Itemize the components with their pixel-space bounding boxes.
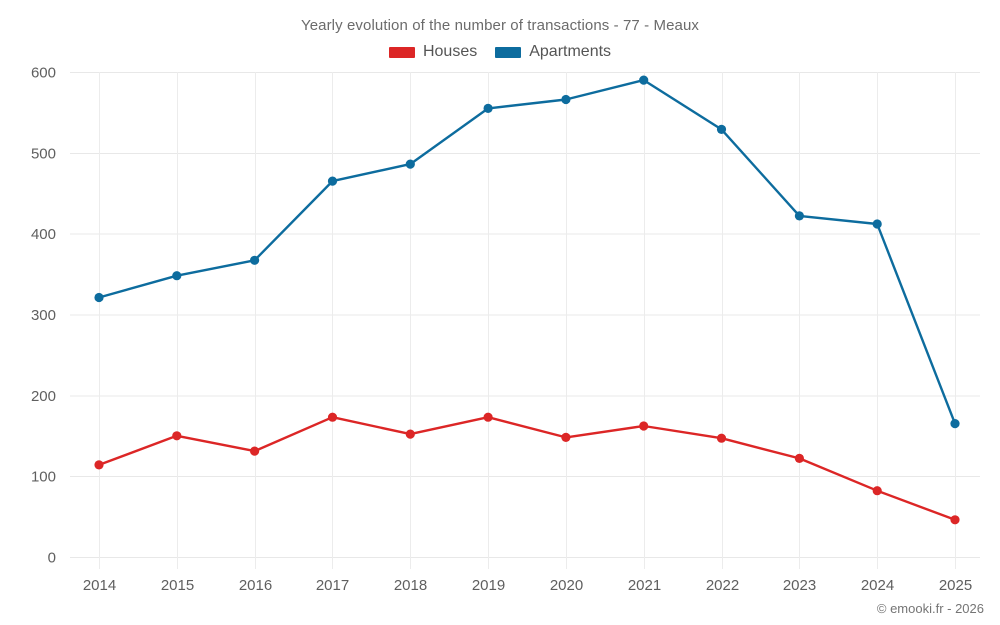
y-axis-tick-label: 200 — [31, 388, 56, 405]
data-point-houses-2024[interactable] — [872, 486, 882, 496]
series-apartments — [94, 75, 960, 429]
legend-label-houses: Houses — [422, 43, 478, 60]
footer-credit: © emooki.fr - 2026 — [876, 601, 984, 616]
x-axis-tick-label: 2021 — [628, 577, 661, 594]
chart-legend: Houses Apartments — [0, 44, 1000, 60]
data-point-houses-2019[interactable] — [483, 412, 493, 422]
data-point-apartments-2017[interactable] — [327, 176, 338, 186]
data-point-apartments-2024[interactable] — [872, 219, 882, 229]
x-axis-tick-label: 2014 — [83, 577, 116, 594]
x-axis-tick-label: 2024 — [861, 577, 894, 594]
x-axis-tick-label: 2018 — [394, 577, 427, 594]
x-axis-tick-label: 2017 — [316, 577, 349, 594]
x-axis-tick-label: 2019 — [472, 577, 505, 594]
x-axis-tick-label: 2022 — [706, 577, 739, 594]
y-axis-tick-label: 500 — [31, 145, 56, 162]
y-axis-tick-label: 400 — [31, 226, 56, 243]
y-axis-tick-label: 300 — [31, 307, 56, 324]
x-axis-tick-label: 2023 — [783, 577, 816, 594]
data-point-apartments-2025[interactable] — [950, 419, 960, 429]
chart-title: Yearly evolution of the number of transa… — [300, 17, 700, 34]
series-houses — [94, 412, 960, 525]
data-point-houses-2023[interactable] — [794, 453, 805, 463]
data-point-houses-2016[interactable] — [250, 446, 260, 456]
y-axis-tick-label: 100 — [31, 469, 56, 486]
legend-label-apartments: Apartments — [529, 43, 612, 60]
x-axis-tick-label: 2016 — [239, 577, 272, 594]
x-axis-tick-label: 2020 — [550, 577, 583, 594]
series-line-houses — [97, 416, 957, 521]
data-point-apartments-2018[interactable] — [405, 159, 415, 169]
data-point-apartments-2015[interactable] — [172, 271, 182, 281]
data-point-apartments-2020[interactable] — [561, 94, 571, 105]
data-point-houses-2021[interactable] — [639, 421, 649, 431]
data-point-apartments-2019[interactable] — [483, 103, 493, 113]
data-point-apartments-2021[interactable] — [639, 75, 649, 85]
legend-item-apartments[interactable]: Apartments — [495, 44, 611, 60]
data-point-apartments-2016[interactable] — [250, 255, 260, 265]
x-axis-tick-label: 2015 — [161, 577, 194, 594]
data-point-houses-2017[interactable] — [327, 412, 338, 422]
line-swatch-icon — [388, 46, 415, 58]
y-axis-tick-label: 0 — [48, 550, 56, 567]
data-point-houses-2025[interactable] — [950, 515, 960, 525]
data-point-houses-2018[interactable] — [405, 429, 415, 439]
y-axis-tick-label: 600 — [31, 65, 56, 82]
data-point-houses-2022[interactable] — [716, 433, 727, 443]
data-point-houses-2015[interactable] — [172, 431, 182, 441]
x-axis-tick-label: 2025 — [939, 577, 972, 594]
data-point-houses-2020[interactable] — [561, 432, 571, 442]
series-line-apartments — [97, 78, 957, 425]
line-swatch-icon — [495, 46, 522, 58]
data-point-apartments-2022[interactable] — [716, 124, 727, 134]
legend-item-houses[interactable]: Houses — [388, 43, 478, 60]
data-point-apartments-2023[interactable] — [794, 211, 805, 221]
data-point-houses-2014[interactable] — [94, 460, 104, 470]
data-point-apartments-2014[interactable] — [94, 292, 104, 303]
